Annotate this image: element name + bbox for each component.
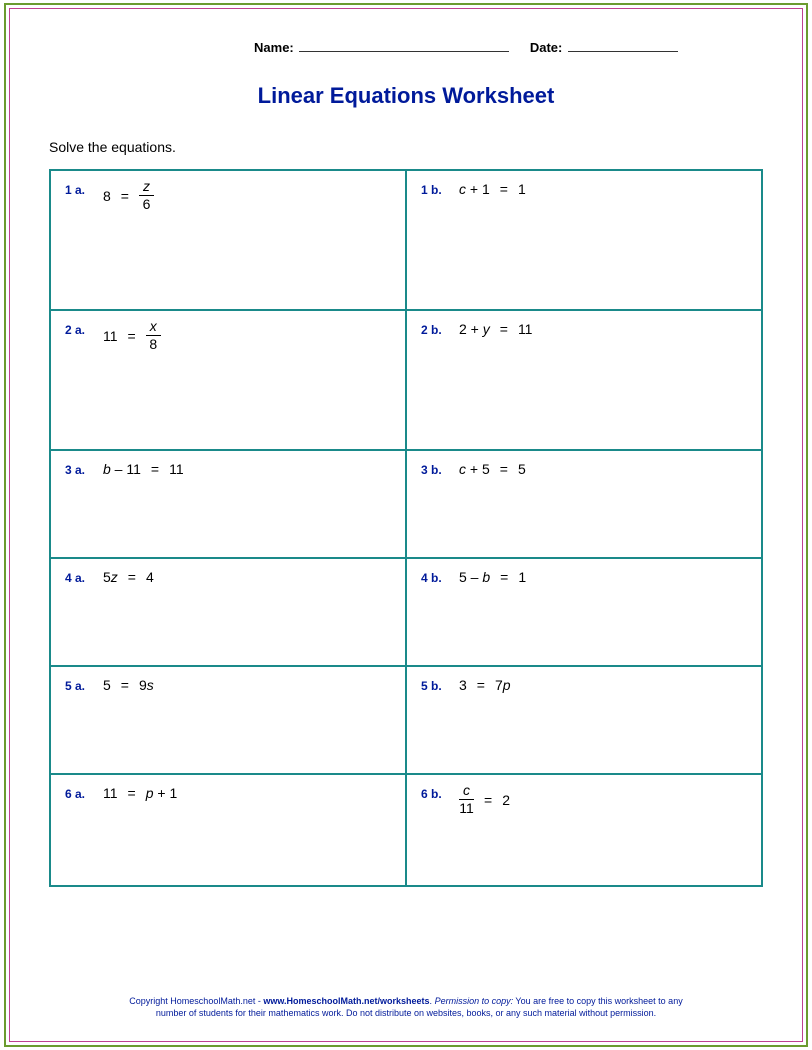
footer-link: www.HomeschoolMath.net/worksheets [263, 996, 429, 1006]
problem-label: 5 a. [65, 679, 85, 693]
problem-label: 1 a. [65, 183, 85, 197]
date-label: Date: [530, 40, 563, 55]
lhs: c + 5 [459, 461, 490, 477]
equals-sign: = [477, 677, 485, 693]
problem-cell: 3 a. b – 11 = 11 [50, 450, 406, 558]
header-line: Name: Date: [49, 40, 763, 55]
problem-cell: 6 a. 11 = p + 1 [50, 774, 406, 886]
equation: c 11 = 2 [459, 783, 510, 817]
rhs: 1 [518, 569, 526, 585]
equation: 5 – b = 1 [459, 569, 526, 585]
rhs: 5 [518, 461, 526, 477]
equals-sign: = [128, 569, 136, 585]
problem-label: 3 a. [65, 463, 85, 477]
worksheet-title: Linear Equations Worksheet [49, 83, 763, 109]
equals-sign: = [500, 569, 508, 585]
footer-permission: Permission to copy: [435, 996, 514, 1006]
name-blank [299, 51, 509, 52]
equals-sign: = [500, 181, 508, 197]
problem-label: 6 b. [421, 787, 442, 801]
rhs: 1 [518, 181, 526, 197]
numerator: x [146, 319, 161, 336]
rhs: 11 [169, 461, 184, 477]
problem-label: 4 a. [65, 571, 85, 585]
footer-text: number of students for their mathematics… [156, 1008, 656, 1018]
lhs: 11 [103, 328, 118, 344]
denominator: 8 [149, 336, 157, 352]
equals-sign: = [128, 328, 136, 344]
problem-label: 6 a. [65, 787, 85, 801]
numerator: z [139, 179, 154, 196]
problem-cell: 1 b. c + 1 = 1 [406, 170, 762, 310]
problem-cell: 4 b. 5 – b = 1 [406, 558, 762, 666]
denominator: 6 [143, 196, 151, 212]
lhs: 5 [103, 677, 111, 693]
problems-grid: 1 a. 8 = z 6 1 b. c + 1 = 1 2 a. 11 [49, 169, 763, 887]
rhs: 9s [139, 677, 154, 693]
fraction: z 6 [139, 179, 154, 213]
problem-cell: 6 b. c 11 = 2 [406, 774, 762, 886]
lhs: 2 + y [459, 321, 490, 337]
rhs: p + 1 [146, 785, 178, 801]
rhs: 7p [495, 677, 511, 693]
problem-cell: 1 a. 8 = z 6 [50, 170, 406, 310]
lhs: c + 1 [459, 181, 490, 197]
equation: c + 5 = 5 [459, 461, 526, 477]
lhs: 3 [459, 677, 467, 693]
equation: 5z = 4 [103, 569, 154, 585]
problem-label: 4 b. [421, 571, 442, 585]
equation: 11 = p + 1 [103, 785, 177, 801]
denominator: 11 [459, 800, 474, 816]
equals-sign: = [500, 461, 508, 477]
equals-sign: = [128, 785, 136, 801]
rhs: 2 [502, 792, 510, 808]
problem-label: 2 b. [421, 323, 442, 337]
rhs: 4 [146, 569, 154, 585]
fraction: c 11 [459, 783, 474, 817]
equation: 8 = z 6 [103, 179, 154, 213]
problem-cell: 2 b. 2 + y = 11 [406, 310, 762, 450]
equation: b – 11 = 11 [103, 461, 184, 477]
equation: 5 = 9s [103, 677, 154, 693]
problem-cell: 2 a. 11 = x 8 [50, 310, 406, 450]
equation: 3 = 7p [459, 677, 511, 693]
numerator: c [459, 783, 474, 800]
problem-label: 2 a. [65, 323, 85, 337]
instruction-text: Solve the equations. [49, 139, 763, 155]
footer: Copyright HomeschoolMath.net - www.Homes… [49, 981, 763, 1020]
equation: c + 1 = 1 [459, 181, 526, 197]
problem-label: 3 b. [421, 463, 442, 477]
problem-cell: 3 b. c + 5 = 5 [406, 450, 762, 558]
problem-cell: 5 a. 5 = 9s [50, 666, 406, 774]
equals-sign: = [151, 461, 159, 477]
worksheet-page: Name: Date: Linear Equations Worksheet S… [11, 10, 801, 1040]
footer-text: You are free to copy this worksheet to a… [513, 996, 683, 1006]
date-blank [568, 51, 678, 52]
lhs: 5z [103, 569, 118, 585]
equation: 2 + y = 11 [459, 321, 532, 337]
lhs: 5 – b [459, 569, 490, 585]
fraction: x 8 [146, 319, 161, 353]
footer-text: Copyright HomeschoolMath.net - [129, 996, 263, 1006]
lhs: 8 [103, 188, 111, 204]
equals-sign: = [484, 792, 492, 808]
problem-cell: 5 b. 3 = 7p [406, 666, 762, 774]
lhs: b – 11 [103, 461, 141, 477]
problem-label: 1 b. [421, 183, 442, 197]
name-label: Name: [254, 40, 294, 55]
equation: 11 = x 8 [103, 319, 161, 353]
problem-cell: 4 a. 5z = 4 [50, 558, 406, 666]
rhs: 11 [518, 321, 533, 337]
lhs: 11 [103, 785, 118, 801]
equals-sign: = [500, 321, 508, 337]
equals-sign: = [121, 188, 129, 204]
problem-label: 5 b. [421, 679, 442, 693]
equals-sign: = [121, 677, 129, 693]
